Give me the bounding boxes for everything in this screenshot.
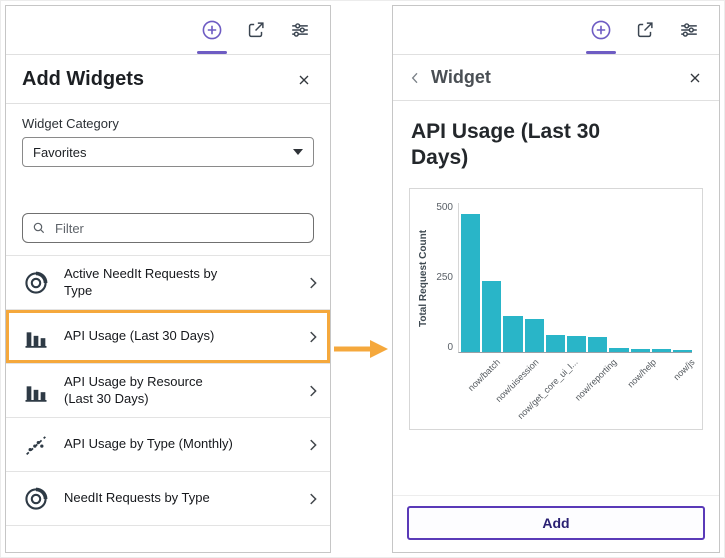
bar [545,335,565,352]
x-tick-label: now/reporting [573,356,620,403]
y-tick-label: 0 [447,341,453,353]
sliders-icon [289,19,311,41]
share-tab[interactable] [234,6,278,54]
widget-category-select[interactable]: Favorites [22,137,314,167]
widget-list-item-selected[interactable]: API Usage (Last 30 Days) [6,310,330,364]
search-icon [31,220,47,236]
add-button[interactable]: Add [407,506,705,540]
chart-preview-card: Total Request Count 500 250 0 now/batch now… [409,187,703,430]
left-toolbar [6,6,330,55]
settings-tab[interactable] [667,6,711,54]
add-widgets-panel: Add Widgets Widget Category Favorites [5,5,331,553]
chevron-right-icon [304,436,322,454]
chevron-right-icon [304,328,322,346]
widget-category-section: Widget Category Favorites [6,104,330,167]
add-widget-tab[interactable] [190,6,234,54]
donut-chart-icon [22,269,52,297]
add-widgets-header: Add Widgets [6,55,330,104]
widget-title: API Usage (Last 30 Days) [411,120,601,170]
chevron-left-icon [407,70,423,86]
bar [630,348,650,352]
widget-list-item[interactable]: Active NeedIt Requests by Type [6,256,330,310]
close-icon [296,72,312,88]
bar-chart-icon [22,377,52,405]
close-icon [687,70,703,86]
right-toolbar [393,6,719,55]
chevron-right-icon [304,382,322,400]
add-widget-tab[interactable] [579,6,623,54]
circled-plus-icon [589,18,613,42]
share-export-icon [634,19,656,41]
x-tick-label: now/js [671,356,698,382]
widget-item-label: Active NeedIt Requests by Type [64,265,218,298]
x-axis-labels: now/batch now/uisession now/get_core_ui_l.… [458,353,697,423]
bar [672,350,693,352]
close-button[interactable] [685,68,705,88]
panel-title: Add Widgets [22,68,145,90]
bar [482,281,502,352]
widget-item-label: NeedIt Requests by Type [64,490,210,506]
widget-list-item[interactable]: API Usage by Resource (Last 30 Days) [6,364,330,418]
bar [461,214,481,352]
close-button[interactable] [294,70,314,90]
settings-tab[interactable] [278,6,322,54]
bar [609,347,629,352]
bar [503,316,523,352]
bar [588,337,608,352]
detail-header-title: Widget [431,67,491,87]
bar [524,318,544,352]
widget-preview-panel: Widget API Usage (Last 30 Days) Total Re… [392,5,720,553]
back-button[interactable] [407,70,423,86]
circled-plus-icon [200,18,224,42]
y-axis-title: Total Request Count [418,228,429,327]
widget-list-item[interactable]: API Usage by Type (Monthly) [6,418,330,472]
y-tick-label: 500 [436,201,453,213]
selected-category: Favorites [33,144,87,160]
share-tab[interactable] [623,6,667,54]
y-axis-ticks: 500 250 0 [432,201,458,353]
sliders-icon [678,19,700,41]
caret-down-icon [293,149,303,155]
bar [651,349,671,352]
widget-item-label: API Usage by Type (Monthly) [64,436,233,452]
selection-arrow [332,337,390,361]
widget-item-label: API Usage (Last 30 Days) [64,328,215,344]
chevron-right-icon [304,274,322,292]
bar [566,336,587,352]
share-export-icon [245,19,267,41]
y-tick-label: 250 [436,271,453,283]
footer: Add [393,495,719,552]
chevron-right-icon [304,490,322,508]
widget-list-item[interactable]: NeedIt Requests by Type [6,472,330,526]
bar-plot [458,202,693,353]
widget-detail-header: Widget [393,55,719,101]
filter-input[interactable] [53,219,305,237]
widget-item-label: API Usage by Resource (Last 30 Days) [64,373,203,406]
widget-category-label: Widget Category [22,116,119,131]
bar-chart-icon [22,323,52,351]
donut-chart-icon [22,485,52,513]
widget-list: Active NeedIt Requests by Type API Usage… [6,255,330,526]
filter-field [22,213,314,243]
scatter-chart-icon [22,431,52,459]
